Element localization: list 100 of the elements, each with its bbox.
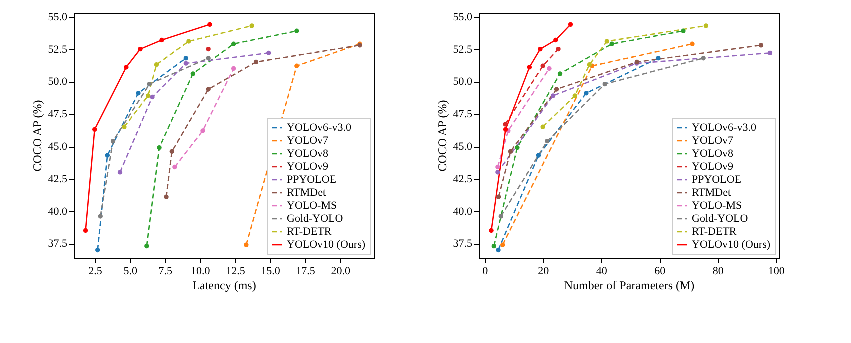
point bbox=[568, 22, 574, 28]
point bbox=[584, 91, 589, 96]
y-tick-label: 45.0 bbox=[453, 141, 473, 154]
point bbox=[701, 56, 706, 61]
y-tick-label: 55.0 bbox=[453, 11, 473, 24]
point bbox=[500, 242, 506, 248]
legend-label: RTMDet bbox=[692, 187, 732, 199]
point bbox=[536, 153, 542, 158]
point bbox=[164, 194, 169, 200]
point bbox=[554, 87, 560, 92]
point bbox=[540, 124, 546, 130]
point bbox=[547, 66, 552, 72]
x-tick-label: 17.5 bbox=[296, 266, 316, 278]
point bbox=[515, 145, 520, 150]
point bbox=[690, 42, 695, 46]
point bbox=[206, 87, 211, 92]
y-tick-label: 50.0 bbox=[48, 76, 68, 88]
point bbox=[231, 42, 236, 46]
point bbox=[496, 248, 501, 253]
x-axis-title: Number of Parameters (M) bbox=[564, 278, 695, 292]
x-tick-label: 0 bbox=[482, 266, 489, 278]
legend-label: YOLOv8 bbox=[692, 148, 734, 160]
legend-label: Gold-YOLO bbox=[692, 213, 748, 225]
legend-label: RT-DETR bbox=[287, 226, 332, 238]
point bbox=[160, 38, 164, 43]
point bbox=[154, 62, 160, 68]
legend-label: Gold-YOLO bbox=[287, 213, 344, 225]
legend-label: RT-DETR bbox=[692, 226, 738, 238]
point bbox=[572, 94, 578, 98]
point bbox=[150, 94, 155, 100]
point bbox=[496, 170, 500, 175]
point bbox=[147, 82, 152, 87]
legend-label: RTMDet bbox=[287, 187, 326, 199]
x-tick-label: 40 bbox=[596, 266, 608, 278]
point bbox=[558, 72, 563, 76]
point bbox=[170, 149, 174, 154]
point bbox=[244, 242, 249, 248]
y-tick-label: 40.0 bbox=[48, 206, 68, 218]
point bbox=[538, 46, 543, 52]
point bbox=[186, 39, 192, 44]
point bbox=[266, 50, 272, 56]
y-tick-label: 37.5 bbox=[48, 238, 68, 250]
point bbox=[758, 43, 764, 48]
y-tick-label: 45.0 bbox=[48, 141, 68, 154]
point bbox=[98, 214, 103, 219]
x-tick-label: 7.5 bbox=[158, 266, 173, 278]
legend-label: YOLOv10 (Ours) bbox=[692, 239, 771, 251]
x-tick-label: 100 bbox=[768, 266, 786, 278]
y-tick-label: 52.5 bbox=[453, 44, 473, 56]
point bbox=[492, 244, 496, 249]
point bbox=[231, 66, 236, 72]
legend-label: YOLOv9 bbox=[692, 161, 734, 173]
point bbox=[496, 194, 502, 200]
point bbox=[704, 24, 709, 28]
point bbox=[110, 138, 116, 144]
legend-label: PPYOLOE bbox=[692, 174, 742, 186]
point bbox=[146, 94, 151, 98]
legend-label: YOLOv8 bbox=[287, 148, 330, 160]
point bbox=[489, 228, 494, 234]
x-tick-label: 20.0 bbox=[331, 266, 351, 278]
point bbox=[550, 94, 556, 98]
y-axis-title: COCO AP (%) bbox=[435, 100, 450, 172]
point bbox=[136, 91, 141, 96]
point bbox=[83, 228, 88, 234]
point bbox=[206, 56, 211, 61]
point bbox=[190, 72, 196, 76]
point bbox=[503, 127, 508, 132]
x-tick-label: 10.0 bbox=[191, 266, 211, 278]
point bbox=[138, 46, 143, 52]
point bbox=[294, 28, 300, 34]
point bbox=[184, 61, 188, 66]
point bbox=[118, 170, 123, 175]
point bbox=[498, 214, 504, 219]
y-tick-label: 55.0 bbox=[48, 11, 68, 24]
point bbox=[610, 42, 614, 46]
x-tick-label: 80 bbox=[712, 266, 724, 278]
point bbox=[144, 244, 150, 249]
point bbox=[602, 82, 608, 87]
point bbox=[254, 60, 259, 65]
point bbox=[184, 56, 188, 61]
point bbox=[200, 128, 206, 134]
point bbox=[681, 28, 686, 34]
y-axis-title: COCO AP (%) bbox=[30, 100, 44, 172]
legend-label: PPYOLOE bbox=[287, 174, 337, 186]
x-tick-label: 15.0 bbox=[261, 266, 281, 278]
point bbox=[496, 164, 500, 170]
point bbox=[92, 127, 98, 132]
legend-label: YOLOv6-v3.0 bbox=[692, 122, 757, 134]
point bbox=[105, 153, 110, 158]
point bbox=[587, 62, 592, 68]
point bbox=[768, 50, 773, 56]
point bbox=[172, 164, 178, 170]
point bbox=[508, 149, 514, 154]
x-tick-label: 2.5 bbox=[88, 266, 103, 278]
x-tick-label: 20 bbox=[538, 266, 550, 278]
legend-label: YOLO-MS bbox=[287, 200, 338, 212]
y-tick-label: 40.0 bbox=[453, 206, 473, 218]
legend-label: YOLOv7 bbox=[287, 135, 330, 147]
point bbox=[503, 122, 508, 127]
y-tick-label: 42.5 bbox=[453, 173, 473, 186]
